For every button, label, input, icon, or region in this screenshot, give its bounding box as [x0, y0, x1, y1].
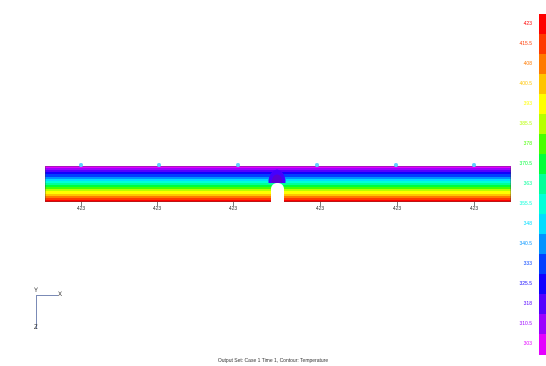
legend-value-label: 423 — [523, 21, 532, 27]
legend-value-label: 348 — [523, 221, 532, 227]
legend-color-band — [539, 134, 546, 155]
legend-color-band — [539, 14, 546, 35]
top-marker — [315, 163, 319, 167]
legend-color-band — [539, 94, 546, 115]
top-marker — [79, 163, 83, 167]
legend-color-band — [539, 234, 546, 255]
axis-triad: Y X Z — [30, 288, 70, 334]
y-axis-label: Y — [34, 288, 39, 294]
z-axis-label: Z — [34, 325, 38, 331]
legend-value-label: 325.5 — [519, 281, 532, 287]
top-marker — [394, 163, 398, 167]
legend-value-label: 333 — [523, 261, 532, 267]
legend-value-label: 355.5 — [519, 201, 532, 207]
top-marker — [236, 163, 240, 167]
legend-color-band — [539, 214, 546, 235]
legend-value-label: 378 — [523, 141, 532, 147]
legend-value-label: 318 — [523, 301, 532, 307]
color-legend — [539, 14, 546, 355]
legend-value-label: 408 — [523, 61, 532, 67]
legend-color-band — [539, 274, 546, 295]
legend-color-band — [539, 34, 546, 55]
legend-value-label: 340.5 — [519, 241, 532, 247]
legend-color-band — [539, 334, 546, 355]
legend-value-label: 370.5 — [519, 161, 532, 167]
legend-value-label: 303 — [523, 341, 532, 347]
z-axis-line — [36, 295, 37, 329]
bottom-marker — [157, 202, 158, 206]
legend-value-label: 393 — [523, 101, 532, 107]
legend-value-label: 415.5 — [519, 41, 532, 47]
legend-value-label: 363 — [523, 181, 532, 187]
node-temperature-label: 423 — [152, 206, 162, 212]
legend-color-band — [539, 174, 546, 195]
legend-color-band — [539, 294, 546, 315]
x-axis-label: X — [58, 292, 63, 298]
node-temperature-label: 423 — [315, 206, 325, 212]
legend-color-band — [539, 154, 546, 175]
legend-value-label: 310.5 — [519, 321, 532, 327]
legend-color-band — [539, 54, 546, 75]
notch-gradient — [266, 166, 288, 183]
bottom-marker — [233, 202, 234, 206]
legend-value-label: 400.5 — [519, 81, 532, 87]
top-marker — [472, 163, 476, 167]
legend-color-band — [539, 314, 546, 335]
node-temperature-label: 423 — [469, 206, 479, 212]
beam-notch — [271, 183, 284, 203]
node-temperature-label: 423 — [76, 206, 86, 212]
bottom-marker — [397, 202, 398, 206]
top-marker — [157, 163, 161, 167]
legend-color-band — [539, 194, 546, 215]
legend-value-label: 385.5 — [519, 121, 532, 127]
output-set-title: Output Set: Case 1 Time 1, Contour: Temp… — [217, 358, 329, 364]
bottom-marker — [474, 202, 475, 206]
legend-color-band — [539, 114, 546, 135]
bottom-marker — [81, 202, 82, 206]
x-axis-line — [36, 295, 58, 296]
node-temperature-label: 423 — [392, 206, 402, 212]
bottom-marker — [320, 202, 321, 206]
legend-color-band — [539, 254, 546, 275]
legend-color-band — [539, 74, 546, 95]
node-temperature-label: 423 — [228, 206, 238, 212]
